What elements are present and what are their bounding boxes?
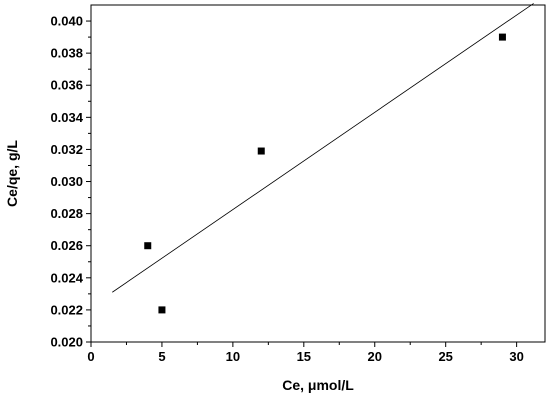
data-point <box>498 33 506 41</box>
y-tick-label: 0.024 <box>50 270 83 285</box>
x-tick-label: 5 <box>158 349 165 364</box>
y-tick-label: 0.036 <box>50 78 83 93</box>
x-tick-label: 15 <box>297 349 311 364</box>
plot-area <box>90 4 546 343</box>
y-tick-label: 0.034 <box>50 110 83 125</box>
x-axis: 0 5 10 15 20 25 30 <box>87 342 524 364</box>
fit-line-layer <box>112 3 534 293</box>
y-tick-label: 0.038 <box>50 46 83 61</box>
x-tick-label: 30 <box>509 349 523 364</box>
data-point <box>158 306 166 314</box>
y-tick-label: 0.032 <box>50 142 83 157</box>
y-tick-label: 0.022 <box>50 302 83 317</box>
y-tick-label: 0.030 <box>50 174 83 189</box>
y-tick-label: 0.040 <box>50 14 83 29</box>
y-axis: 0.020 0.022 0.024 0.026 0.028 0.030 0.032 0.034… <box>50 14 91 350</box>
data-point <box>257 147 265 155</box>
x-tick-label: 20 <box>368 349 382 364</box>
y-tick-label: 0.020 <box>50 335 83 350</box>
x-axis-title: Ce, μmol/L <box>282 377 354 393</box>
y-axis-title: Ce/qe, g/L <box>4 140 20 207</box>
plot-frame <box>90 4 546 343</box>
x-tick-label: 25 <box>438 349 452 364</box>
x-tick-label: 0 <box>87 349 94 364</box>
x-tick-label: 10 <box>226 349 240 364</box>
y-tick-label: 0.026 <box>50 238 83 253</box>
data-points <box>144 33 506 314</box>
fit-line <box>112 3 534 293</box>
data-point <box>144 242 152 250</box>
y-tick-label: 0.028 <box>50 206 83 221</box>
